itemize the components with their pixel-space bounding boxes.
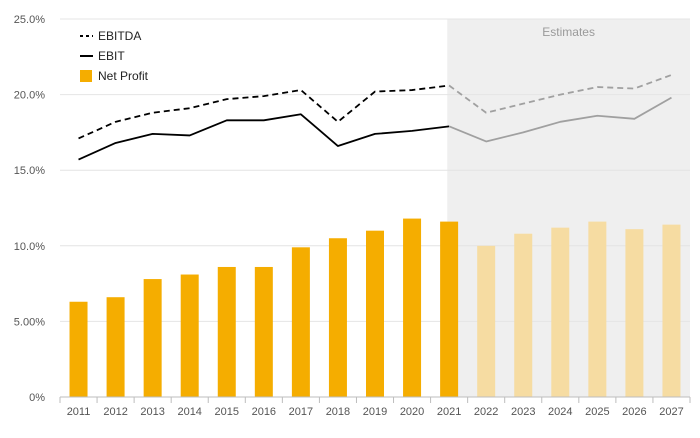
- x-tick-label: 2025: [585, 406, 609, 418]
- bar-2026: [625, 229, 644, 397]
- line-ebit-estimate: [448, 96, 672, 143]
- bar-2022: [477, 245, 496, 397]
- bar-2016: [254, 266, 273, 397]
- bar-2018: [328, 238, 347, 397]
- bar-2017: [291, 247, 310, 397]
- x-tick-label: 2027: [659, 406, 683, 418]
- bar-2012: [106, 297, 125, 397]
- estimates-label: Estimates: [542, 25, 595, 39]
- bar-2021: [440, 221, 459, 397]
- x-tick-label: 2014: [177, 406, 201, 418]
- x-tick-label: 2017: [289, 406, 313, 418]
- legend: EBITDA EBIT Net Profit: [80, 29, 149, 83]
- x-tick-label: 2019: [363, 406, 387, 418]
- x-tick-label: 2020: [400, 406, 424, 418]
- bar-2013: [143, 279, 162, 397]
- y-tick-label: 10.0%: [14, 241, 45, 253]
- legend-label: EBITDA: [98, 29, 141, 43]
- y-tick-label: 25.0%: [14, 14, 45, 26]
- bar-2024: [551, 227, 570, 397]
- legend-label: Net Profit: [98, 69, 149, 83]
- x-tick-label: 2015: [215, 406, 239, 418]
- y-axis-ticks: 0% 5.00% 10.0% 15.0% 20.0% 25.0%: [14, 14, 45, 404]
- bar-2014: [180, 274, 199, 397]
- x-tick-label: 2023: [511, 406, 535, 418]
- line-ebitda-estimate: [448, 74, 672, 114]
- bar-2015: [217, 266, 236, 397]
- bar-2027: [662, 224, 681, 397]
- line-ebitda: [78, 84, 450, 140]
- x-axis-ticks: 2011 2012 2013 2014 2015 2016 2017 2018 2019 2020…: [59, 397, 691, 418]
- x-tick-label: 2012: [103, 406, 127, 418]
- bar-2019: [366, 230, 384, 397]
- bar-2025: [588, 221, 607, 397]
- x-tick-label: 2021: [437, 406, 461, 418]
- bar-2011: [69, 301, 88, 397]
- legend-label: EBIT: [98, 49, 125, 63]
- x-tick-label: 2018: [326, 406, 350, 418]
- net-profit-bars: [69, 218, 681, 397]
- x-tick-label: 2026: [622, 406, 646, 418]
- x-tick-label: 2013: [140, 406, 164, 418]
- line-ebit: [78, 113, 450, 161]
- x-tick-label: 2024: [548, 406, 572, 418]
- bar-2023: [514, 233, 533, 397]
- y-tick-label: 5.00%: [14, 316, 45, 328]
- x-tick-label: 2011: [67, 406, 91, 418]
- bar-2020: [403, 218, 422, 397]
- series-lines: [78, 74, 672, 161]
- x-tick-label: 2022: [474, 406, 498, 418]
- y-tick-label: 20.0%: [14, 90, 45, 102]
- y-tick-label: 0%: [29, 392, 45, 404]
- legend-swatch-net-profit: [80, 70, 92, 82]
- y-tick-label: 15.0%: [14, 165, 45, 177]
- x-tick-label: 2016: [252, 406, 276, 418]
